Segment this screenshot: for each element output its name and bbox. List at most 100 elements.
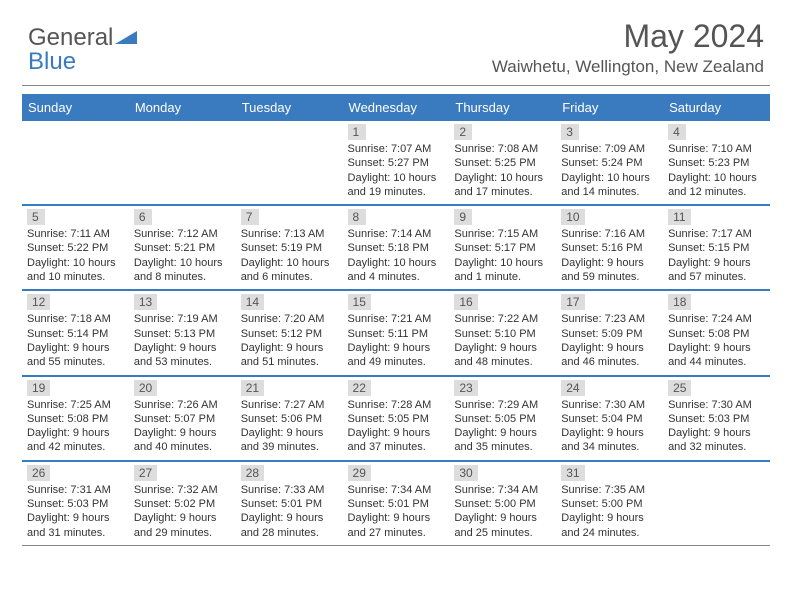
daylight-text: and 29 minutes. <box>134 526 232 540</box>
sunset-text: Sunset: 5:27 PM <box>348 156 446 170</box>
daylight-text: Daylight: 9 hours <box>134 341 232 355</box>
sunrise-text: Sunrise: 7:33 AM <box>241 483 339 497</box>
calendar-cell <box>663 461 770 546</box>
sunset-text: Sunset: 5:15 PM <box>668 241 766 255</box>
daylight-text: and 24 minutes. <box>561 526 659 540</box>
calendar-cell: 5Sunrise: 7:11 AMSunset: 5:22 PMDaylight… <box>22 205 129 290</box>
sunrise-text: Sunrise: 7:31 AM <box>27 483 125 497</box>
title-block: May 2024 Waiwhetu, Wellington, New Zeala… <box>492 18 764 77</box>
sunset-text: Sunset: 5:08 PM <box>27 412 125 426</box>
calendar-row: 12Sunrise: 7:18 AMSunset: 5:14 PMDayligh… <box>22 290 770 375</box>
day-number: 28 <box>241 465 264 481</box>
daylight-text: Daylight: 9 hours <box>454 426 552 440</box>
day-number: 20 <box>134 380 157 396</box>
sunrise-text: Sunrise: 7:27 AM <box>241 398 339 412</box>
calendar-cell: 1Sunrise: 7:07 AMSunset: 5:27 PMDaylight… <box>343 120 450 205</box>
calendar-row: 1 Sunrise: 7:07 AMSunset: 5:27 PM Daylight… <box>22 120 770 205</box>
calendar-cell: 20Sunrise: 7:26 AMSunset: 5:07 PMDayligh… <box>129 376 236 461</box>
daylight-text: and 59 minutes. <box>561 270 659 284</box>
sunset-text: Sunset: 5:12 PM <box>241 327 339 341</box>
day-header: Tuesday <box>236 95 343 120</box>
sunrise-text: Sunrise: 7:18 AM <box>27 312 125 326</box>
daylight-text: Daylight: 9 hours <box>27 511 125 525</box>
triangle-icon <box>115 28 137 49</box>
day-number: 21 <box>241 380 264 396</box>
day-number: 8 <box>348 209 366 225</box>
daylight-text: Daylight: 9 hours <box>27 341 125 355</box>
sunrise-text: Sunrise: 7:08 AM <box>454 142 552 156</box>
calendar-cell: 14Sunrise: 7:20 AMSunset: 5:12 PMDayligh… <box>236 290 343 375</box>
sunset-text: Sunset: 5:14 PM <box>27 327 125 341</box>
daylight-text: and 55 minutes. <box>27 355 125 369</box>
sunset-text: Sunset: 5:17 PM <box>454 241 552 255</box>
sunrise-text: Sunrise: 7:07 AM <box>348 142 446 156</box>
day-number: 30 <box>454 465 477 481</box>
sunrise-text: Sunrise: 7:25 AM <box>27 398 125 412</box>
sunset-text: Sunset: 5:06 PM <box>241 412 339 426</box>
calendar-cell: 22Sunrise: 7:28 AMSunset: 5:05 PMDayligh… <box>343 376 450 461</box>
sunset-text: Sunset: 5:24 PM <box>561 156 659 170</box>
sunrise-text: Sunrise: 7:22 AM <box>454 312 552 326</box>
calendar-head: SundayMondayTuesdayWednesdayThursdayFrid… <box>22 95 770 120</box>
day-number: 12 <box>27 294 50 310</box>
daylight-text: Daylight: 9 hours <box>668 341 766 355</box>
calendar-cell: 18Sunrise: 7:24 AMSunset: 5:08 PMDayligh… <box>663 290 770 375</box>
sunset-text: Sunset: 5:05 PM <box>454 412 552 426</box>
daylight-text: Daylight: 9 hours <box>561 256 659 270</box>
sunset-text: Sunset: 5:07 PM <box>134 412 232 426</box>
divider-top <box>22 85 770 86</box>
calendar-cell <box>22 120 129 205</box>
calendar-cell: 17Sunrise: 7:23 AMSunset: 5:09 PMDayligh… <box>556 290 663 375</box>
sunset-text: Sunset: 5:03 PM <box>668 412 766 426</box>
day-number: 24 <box>561 380 584 396</box>
daylight-text: and 40 minutes. <box>134 440 232 454</box>
calendar-row: 19Sunrise: 7:25 AMSunset: 5:08 PMDayligh… <box>22 376 770 461</box>
sunrise-text: Sunrise: 7:11 AM <box>27 227 125 241</box>
day-header: Monday <box>129 95 236 120</box>
calendar-body: 1 Sunrise: 7:07 AMSunset: 5:27 PM Daylight… <box>22 120 770 545</box>
calendar-cell: 23Sunrise: 7:29 AMSunset: 5:05 PMDayligh… <box>449 376 556 461</box>
sunset-text: Sunset: 5:13 PM <box>134 327 232 341</box>
day-number: 16 <box>454 294 477 310</box>
sunrise-text: Sunrise: 7:10 AM <box>668 142 766 156</box>
day-number: 1 <box>348 124 366 140</box>
sunrise-text: Sunrise: 7:14 AM <box>348 227 446 241</box>
daylight-text: and 34 minutes. <box>561 440 659 454</box>
daylight-text: and 27 minutes. <box>348 526 446 540</box>
calendar-cell <box>236 120 343 205</box>
daylight-text: and 1 minute. <box>454 270 552 284</box>
brand-blue-wrap: Blue <box>28 48 76 76</box>
sunset-text: Sunset: 5:05 PM <box>348 412 446 426</box>
sunset-text: Sunset: 5:00 PM <box>454 497 552 511</box>
calendar-cell: 9Sunrise: 7:15 AMSunset: 5:17 PMDaylight… <box>449 205 556 290</box>
sunrise-text: Sunrise: 7:20 AM <box>241 312 339 326</box>
daylight-text: Daylight: 9 hours <box>668 256 766 270</box>
sunrise-text: Sunrise: 7:34 AM <box>348 483 446 497</box>
calendar-cell: 15Sunrise: 7:21 AMSunset: 5:11 PMDayligh… <box>343 290 450 375</box>
calendar-cell: 31Sunrise: 7:35 AMSunset: 5:00 PMDayligh… <box>556 461 663 546</box>
calendar-cell: 4Sunrise: 7:10 AMSunset: 5:23 PMDaylight… <box>663 120 770 205</box>
daylight-text: and 14 minutes. <box>561 185 659 199</box>
daylight-text: Daylight: 10 hours <box>454 171 552 185</box>
calendar-cell: 28Sunrise: 7:33 AMSunset: 5:01 PMDayligh… <box>236 461 343 546</box>
day-number: 22 <box>348 380 371 396</box>
daylight-text: Daylight: 10 hours <box>454 256 552 270</box>
day-number: 17 <box>561 294 584 310</box>
sunrise-text: Sunrise: 7:24 AM <box>668 312 766 326</box>
day-number: 6 <box>134 209 152 225</box>
day-number: 25 <box>668 380 691 396</box>
calendar-cell: 2Sunrise: 7:08 AMSunset: 5:25 PMDaylight… <box>449 120 556 205</box>
calendar-row: 26Sunrise: 7:31 AMSunset: 5:03 PMDayligh… <box>22 461 770 546</box>
day-number: 31 <box>561 465 584 481</box>
calendar-cell: 3Sunrise: 7:09 AMSunset: 5:24 PMDaylight… <box>556 120 663 205</box>
daylight-text: and 57 minutes. <box>668 270 766 284</box>
sunrise-text: Sunrise: 7:26 AM <box>134 398 232 412</box>
calendar-cell: 30Sunrise: 7:34 AMSunset: 5:00 PMDayligh… <box>449 461 556 546</box>
day-number: 15 <box>348 294 371 310</box>
sunset-text: Sunset: 5:18 PM <box>348 241 446 255</box>
daylight-text: and 44 minutes. <box>668 355 766 369</box>
daylight-text: Daylight: 9 hours <box>561 511 659 525</box>
day-number: 11 <box>668 209 690 225</box>
sunrise-text: Sunrise: 7:34 AM <box>454 483 552 497</box>
brand-blue: Blue <box>28 48 76 75</box>
